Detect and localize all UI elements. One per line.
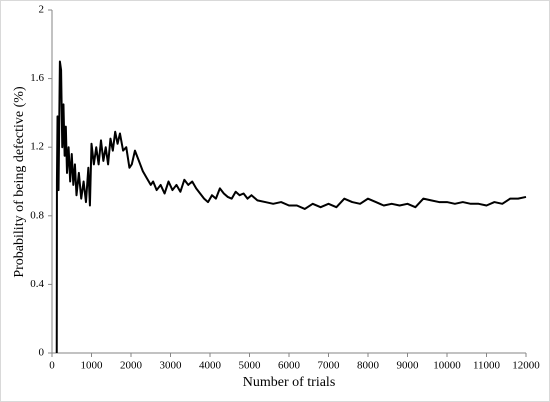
x-tick-label: 2000: [120, 360, 143, 372]
y-tick-label: 1.6: [30, 72, 44, 84]
x-tick-label: 10000: [433, 360, 461, 372]
y-tick-label: 1.2: [30, 141, 44, 153]
y-tick-label: 0.8: [30, 209, 44, 221]
x-axis-label: Number of trials: [243, 375, 336, 390]
y-axis-label: Probability of being defective (%): [12, 86, 27, 278]
x-tick-label: 0: [49, 360, 55, 372]
data-line: [55, 60, 527, 354]
x-tick-label: 11000: [473, 360, 501, 372]
x-tick-label: 9000: [397, 360, 420, 372]
y-tick-label: 0.4: [30, 278, 44, 290]
x-tick-label: 8000: [357, 360, 380, 372]
x-tick-label: 3000: [160, 360, 183, 372]
y-tick-label: 2: [39, 4, 45, 16]
x-tick-label: 4000: [199, 360, 222, 372]
x-tick-label: 6000: [278, 360, 301, 372]
x-tick-label: 7000: [318, 360, 341, 372]
x-tick-label: 12000: [512, 360, 540, 372]
y-tick-label: 0: [39, 347, 45, 359]
x-tick-label: 5000: [239, 360, 262, 372]
x-tick-label: 1000: [81, 360, 104, 372]
